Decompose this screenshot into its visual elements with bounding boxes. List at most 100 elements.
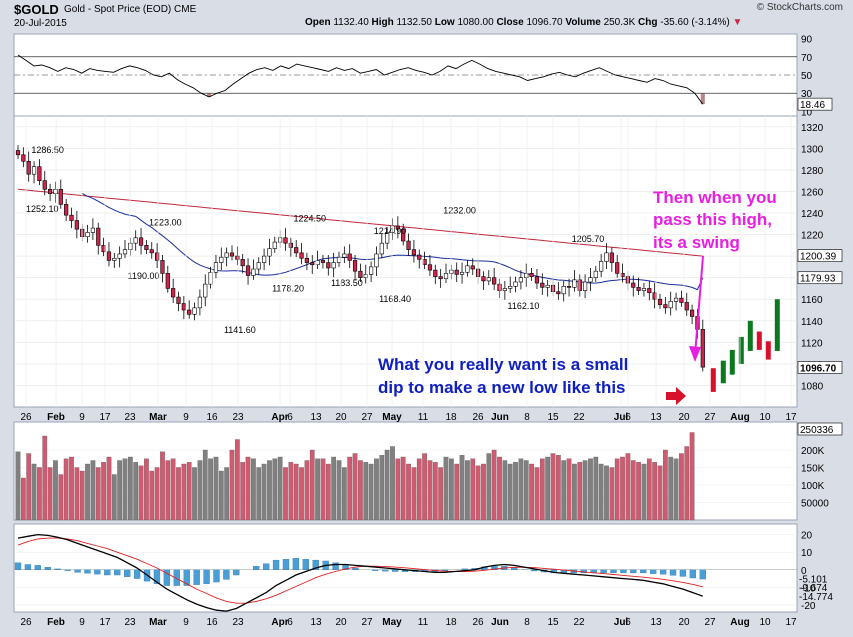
- candle-down: [358, 270, 363, 278]
- peak-label: 1178.20: [272, 284, 304, 294]
- swing-arrow-line: [694, 255, 704, 356]
- volume-bar-down: [176, 467, 181, 521]
- x-tick-label: 6: [287, 617, 293, 628]
- volume-bar-down: [614, 458, 620, 521]
- candle-down: [171, 288, 176, 298]
- price-tick-label: 1280: [801, 166, 824, 177]
- macd-hist-bar: [163, 569, 171, 586]
- x-tick-label: 27: [361, 412, 373, 423]
- candle-up: [518, 277, 523, 283]
- macd-hist-bar: [620, 569, 627, 574]
- projection-candle-red: [756, 331, 762, 350]
- macd-hist-bar: [650, 569, 657, 574]
- volume-bar-down: [138, 465, 144, 521]
- candle-up: [572, 279, 577, 288]
- candle-down: [609, 252, 614, 263]
- volume-bar-up: [465, 460, 470, 521]
- volume-bar-down: [679, 453, 684, 521]
- volume-bar-up: [507, 463, 513, 521]
- x-tick-label: 23: [124, 617, 136, 628]
- volume-bar-up: [224, 467, 229, 521]
- candle-up: [219, 256, 224, 263]
- macd-tick-label: -20: [801, 601, 816, 612]
- volume-bar-down: [283, 467, 288, 521]
- candle-down: [96, 227, 101, 246]
- volume-bar-down: [20, 477, 26, 521]
- x-tick-label: 11: [418, 412, 429, 423]
- x-tick-label: 9: [79, 617, 85, 628]
- macd-hist-bar: [302, 559, 309, 570]
- x-tick-label: 20: [335, 617, 347, 628]
- candle-down: [652, 292, 657, 300]
- volume-bar-up: [379, 455, 385, 521]
- candle-up: [331, 262, 336, 269]
- rsi-value-box: [797, 97, 833, 111]
- volume-bar-up: [443, 456, 449, 521]
- macd-hist-bar: [223, 569, 230, 580]
- candle-down: [529, 273, 534, 277]
- candle-up: [133, 237, 138, 244]
- candle-up: [641, 288, 647, 291]
- price-right-box: [797, 249, 843, 262]
- candle-up: [582, 281, 588, 291]
- macd-tick-label: 20: [801, 531, 813, 542]
- dropdown-icon[interactable]: ▼: [732, 17, 743, 28]
- volume-bar-up: [277, 456, 283, 521]
- candle-up: [112, 257, 117, 261]
- candle-down: [540, 282, 545, 288]
- macd-hist-bar: [253, 566, 260, 570]
- macd-hist-bar: [14, 562, 22, 570]
- volume-bar-down: [652, 462, 658, 521]
- macd-hist-bar: [34, 565, 41, 570]
- volume-bar-up: [582, 460, 588, 521]
- volume-bar-up: [572, 463, 577, 521]
- volume-bar-down: [69, 456, 74, 521]
- macd-hist-bar: [491, 565, 498, 570]
- candle-down: [26, 160, 31, 175]
- macd-hist-bar: [342, 565, 349, 570]
- macd-hist-bar: [203, 569, 210, 584]
- candle-up: [122, 249, 128, 255]
- volume-bar-down: [577, 462, 583, 521]
- volume-bar-up: [448, 458, 454, 521]
- x-tick-label: 27: [361, 617, 373, 628]
- macd-hist-bar: [183, 569, 190, 586]
- candle-down: [401, 228, 406, 242]
- volume-bar-up: [315, 458, 320, 521]
- volume-bar-down: [406, 463, 411, 521]
- macd-right-label: -9.674: [799, 583, 828, 594]
- candle-up: [390, 225, 395, 233]
- candle-up: [502, 288, 507, 291]
- candle-down: [144, 245, 149, 250]
- candle-up: [459, 271, 465, 275]
- price-right-label: 1096.70: [800, 363, 837, 374]
- candle-down: [58, 188, 63, 205]
- volume-bar-up: [673, 458, 679, 521]
- volume-bar-down: [395, 458, 401, 521]
- candle-up: [192, 307, 197, 315]
- candle-up: [385, 232, 390, 244]
- volume-bar-up: [267, 460, 272, 521]
- candle-down: [155, 252, 160, 261]
- volume-bar-down: [186, 462, 192, 521]
- candle-down: [566, 285, 572, 288]
- candle-down: [165, 273, 170, 289]
- volume-bar-up: [208, 458, 213, 521]
- candle-down: [395, 225, 400, 230]
- volume-bar-down: [240, 462, 246, 521]
- candle-up: [117, 253, 122, 259]
- volume-bar-down: [149, 470, 155, 521]
- x-tick-label: 13: [310, 412, 322, 423]
- volume-bar-up: [197, 460, 203, 521]
- volume-bar-up: [561, 460, 567, 521]
- x-tick-label: 16: [206, 412, 218, 423]
- peak-label: 1214.90: [374, 226, 407, 236]
- candle-down: [481, 276, 486, 282]
- volume-bar-down: [63, 458, 69, 521]
- projection-candle-green: [729, 349, 735, 375]
- rsi-oversold-fill: [700, 93, 705, 105]
- rsi-tick-label: 90: [801, 35, 813, 46]
- volume-label: Volume: [565, 17, 601, 28]
- candle-down: [240, 259, 245, 267]
